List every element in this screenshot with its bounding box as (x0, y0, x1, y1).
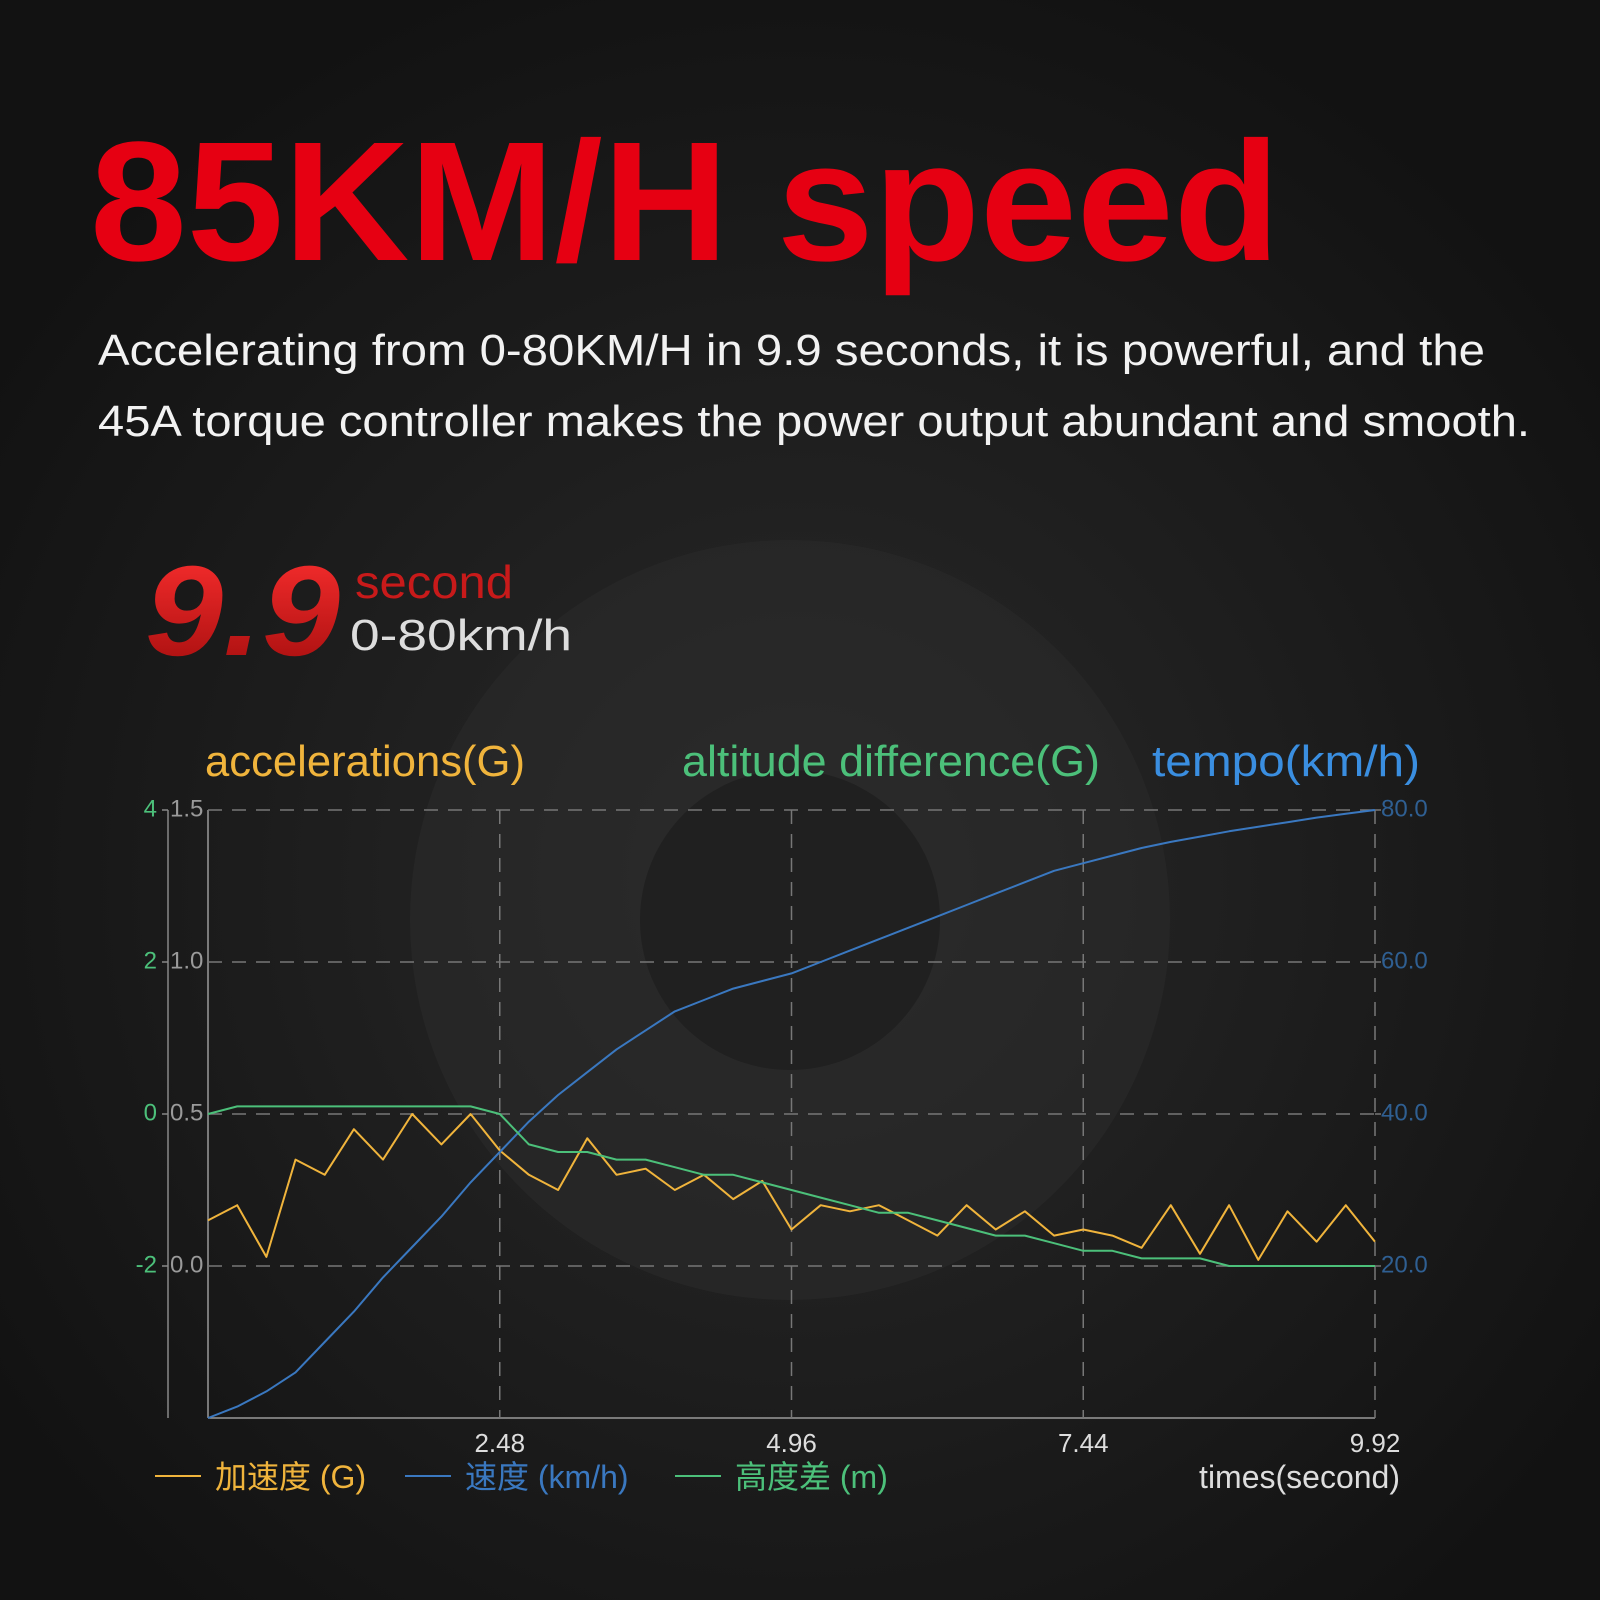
badge-unit: second (355, 556, 513, 608)
badge-number: 9.9 (145, 540, 340, 683)
headline: 85KM/H speed (90, 107, 1280, 297)
y3-tick-label: -2 (136, 1251, 157, 1278)
hub-decoration (640, 770, 940, 1070)
y-tick-label: 1.0 (170, 947, 203, 974)
x-tick-label: 4.96 (766, 1428, 817, 1458)
y2-tick-label: 20.0 (1381, 1251, 1428, 1278)
y-axis-title: accelerations(G) (205, 737, 525, 786)
series-line (207, 1113, 1376, 1261)
legend-label: 高度差 (m) (735, 1459, 888, 1495)
x-axis-title: times(second) (1199, 1459, 1400, 1495)
description-line: 45A torque controller makes the power ou… (98, 397, 1530, 446)
legend-label: 速度 (km/h) (465, 1459, 629, 1495)
y-tick-label: 0.5 (170, 1099, 203, 1126)
x-tick-label: 7.44 (1058, 1428, 1109, 1458)
series-line (207, 1105, 1375, 1267)
y2-tick-label: 60.0 (1381, 947, 1428, 974)
y3-tick-label: 0 (144, 1099, 157, 1126)
legend-label: 加速度 (G) (215, 1459, 366, 1495)
plot: 1.5 1.0 0.5 0.0 4 2 0 -2 80.0 60.0 40.0 20.0 2.48 4.9… (136, 795, 1428, 1495)
y3-axis-title: altitude difference(G) (682, 737, 1100, 786)
y3-tick-label: 4 (144, 795, 157, 822)
y2-tick-label: 40.0 (1381, 1099, 1428, 1126)
y-tick-label: 0.0 (170, 1251, 203, 1278)
y2-tick-label: 80.0 (1381, 795, 1428, 822)
y3-tick-label: 2 (144, 947, 157, 974)
description-line: Accelerating from 0-80KM/H in 9.9 second… (98, 326, 1485, 375)
y-tick-label: 1.5 (170, 795, 203, 822)
x-tick-label: 2.48 (474, 1428, 525, 1458)
series-line (207, 809, 1376, 1419)
y2-axis-title: tempo(km/h) (1152, 737, 1420, 786)
badge-range: 0-80km/h (350, 611, 572, 660)
x-tick-label: 9.92 (1350, 1428, 1401, 1458)
